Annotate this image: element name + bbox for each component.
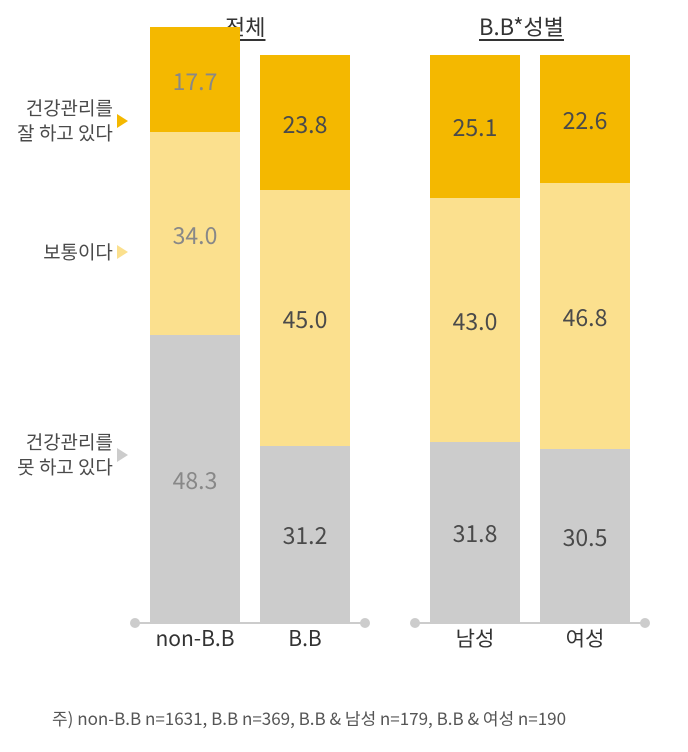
axis-dot (410, 618, 420, 628)
bar-segment-mid: 46.8 (540, 183, 630, 449)
legend-bad-text: 건강관리를 못 하고 있다 (17, 430, 113, 479)
chart-container: 전체 B.B*성별 건강관리를 잘 하고 있다 보통이다 건강관리를 못 하고 … (0, 10, 688, 690)
bar-segment-mid: 43.0 (430, 198, 520, 442)
bar-segment-top: 17.7 (150, 27, 240, 132)
bar-value: 31.2 (283, 517, 328, 551)
legend-normal-text: 보통이다 (43, 240, 113, 265)
footnote: 주) non-B.B n=1631, B.B n=369, B.B & 남성 n… (52, 705, 566, 730)
bar-label-bb: B.B (255, 623, 355, 653)
bar-bb: 23.8 45.0 31.2 (260, 55, 350, 623)
bar-segment-top: 23.8 (260, 55, 350, 190)
axis-dot (360, 618, 370, 628)
bar-value: 23.8 (283, 106, 328, 140)
axis-dot (640, 618, 650, 628)
bar-value: 25.1 (453, 109, 498, 143)
bar-value: 17.7 (173, 63, 218, 97)
group-title-gender: B.B*성별 (479, 10, 564, 42)
bar-label-female: 여성 (535, 623, 635, 653)
bar-segment-mid: 34.0 (150, 132, 240, 335)
bar-segment-mid: 45.0 (260, 190, 350, 446)
bars-area: 17.7 34.0 48.3 non-B.B 23.8 45.0 31.2 B.… (130, 55, 680, 645)
legend-good: 건강관리를 잘 하고 있다 (0, 96, 128, 145)
legend-bad: 건강관리를 못 하고 있다 (0, 430, 128, 479)
bar-label-nonbb: non-B.B (145, 623, 245, 653)
bar-segment-bot: 30.5 (540, 449, 630, 622)
bar-value: 22.6 (563, 102, 608, 136)
triangle-icon (117, 448, 128, 462)
triangle-icon (117, 114, 128, 128)
bar-segment-bot: 31.8 (430, 442, 520, 623)
bar-value: 46.8 (563, 299, 608, 333)
bar-label-male: 남성 (425, 623, 525, 653)
triangle-icon (117, 245, 128, 259)
bar-segment-top: 25.1 (430, 55, 520, 198)
bar-value: 45.0 (283, 301, 328, 335)
legend-good-text: 건강관리를 잘 하고 있다 (17, 96, 113, 145)
bar-nonbb: 17.7 34.0 48.3 (150, 27, 240, 623)
bar-segment-bot: 31.2 (260, 446, 350, 623)
bar-value: 48.3 (173, 462, 218, 496)
bar-value: 43.0 (453, 303, 498, 337)
bar-value: 30.5 (563, 519, 608, 553)
legend-normal: 보통이다 (0, 240, 128, 265)
axis-dot (130, 618, 140, 628)
bar-female: 22.6 46.8 30.5 (540, 55, 630, 623)
bar-segment-bot: 48.3 (150, 335, 240, 623)
bar-value: 31.8 (453, 515, 498, 549)
bar-segment-top: 22.6 (540, 55, 630, 183)
bar-male: 25.1 43.0 31.8 (430, 55, 520, 623)
bar-value: 34.0 (173, 217, 218, 251)
